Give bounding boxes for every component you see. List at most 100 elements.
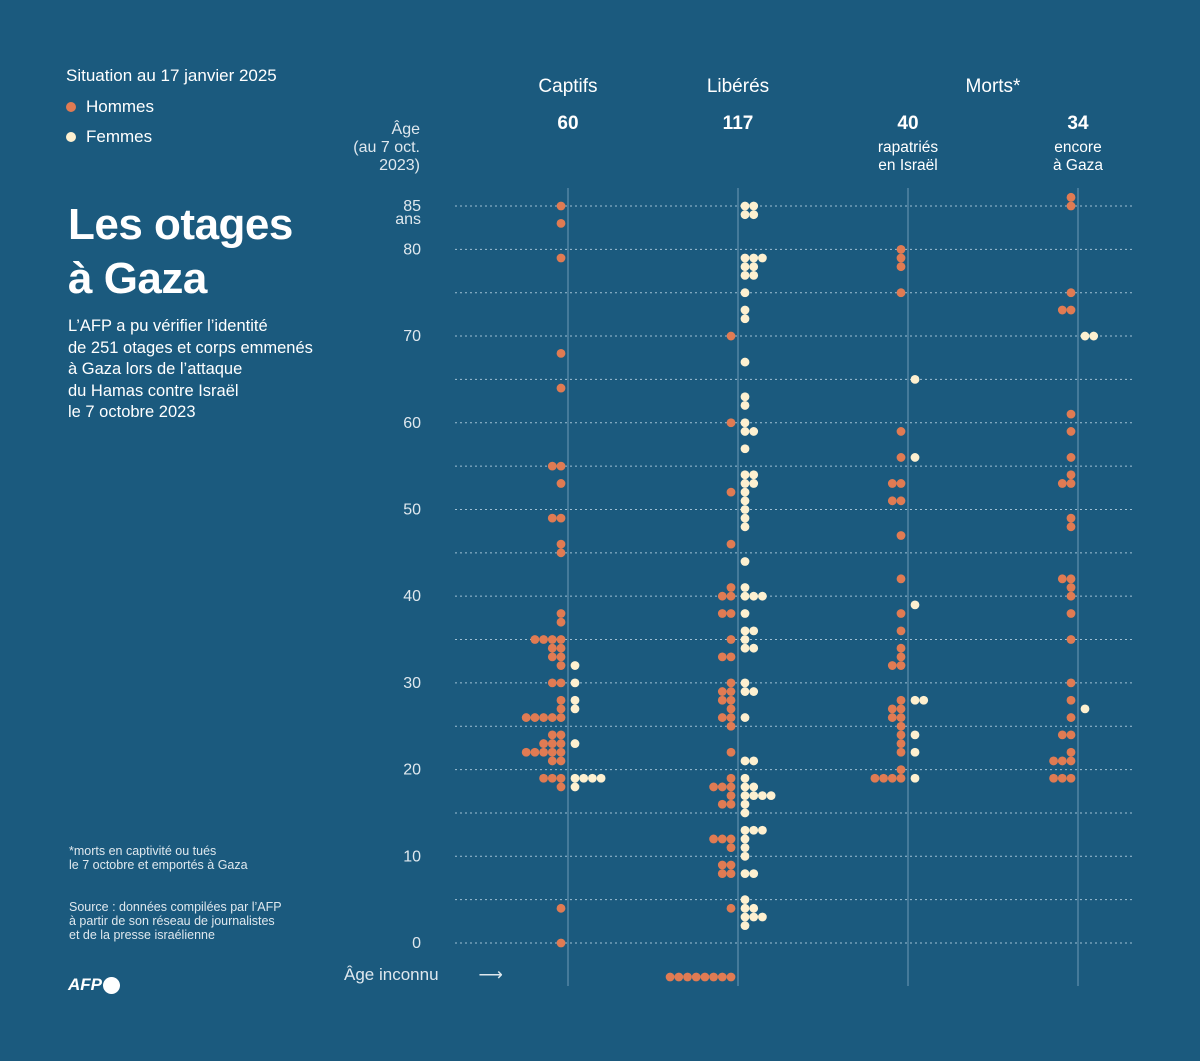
women-dot-icon (66, 132, 76, 142)
legend-men: Hommes (66, 97, 154, 117)
dot-man (717, 869, 727, 879)
dot-woman (749, 591, 759, 601)
dot-man (556, 539, 566, 549)
logo-text: AFP (68, 975, 102, 994)
footnote-line: le 7 octobre et emportés à Gaza (69, 858, 248, 872)
legend-women: Femmes (66, 127, 152, 147)
logo-circle-icon (103, 976, 120, 994)
dot-man (896, 427, 906, 436)
dot-woman (740, 270, 750, 280)
dot-man (521, 713, 531, 722)
dot-man (556, 903, 566, 913)
dot-man (870, 773, 880, 783)
y-tick-label: 70 (403, 328, 421, 345)
legend-men-label: Hommes (86, 97, 155, 116)
dot-woman (749, 903, 759, 913)
dot-man (717, 713, 727, 722)
unknown-age-text: Âge inconnu (344, 965, 439, 984)
dot-woman (579, 773, 589, 783)
y-axis-title-line: 2023) (379, 157, 420, 174)
dot-man (887, 704, 897, 714)
dot-man (896, 730, 906, 740)
dot-woman (740, 834, 750, 844)
dot-woman (1080, 331, 1090, 341)
dot-man (556, 253, 566, 263)
group-label-morts: Morts* (965, 76, 1021, 97)
dot-woman (749, 479, 759, 488)
intro-line: à Gaza lors de l’attaque (68, 360, 243, 378)
dot-man (1057, 479, 1067, 488)
dot-woman (749, 262, 759, 272)
dot-man (1049, 773, 1058, 783)
dot-man (556, 661, 566, 670)
y-tick-label: 80 (403, 241, 421, 258)
dot-man (717, 782, 727, 792)
dot-man (896, 262, 906, 272)
dot-man (717, 799, 727, 809)
dot-man (717, 860, 727, 870)
dot-man (896, 244, 906, 254)
source-line: à partir de son réseau de journalistes (69, 914, 275, 928)
dot-woman (740, 479, 750, 488)
y-tick-label: 0 (412, 935, 421, 952)
page-title: Les otages à Gaza (68, 198, 293, 306)
dot-man (1066, 678, 1076, 688)
dot-woman (740, 912, 750, 922)
dot-man (556, 756, 566, 766)
dot-woman (740, 470, 750, 480)
dot-man (726, 487, 736, 497)
dot-woman (749, 253, 759, 263)
dot-woman (749, 912, 759, 922)
dot-man (1066, 305, 1076, 315)
dot-man (556, 713, 566, 722)
situation-date: Situation au 17 janvier 2025 (66, 66, 277, 85)
dot-man (896, 695, 906, 705)
dot-man (1066, 513, 1076, 523)
dot-woman (740, 401, 750, 410)
y-axis-title: Âge (au 7 oct. 2023) (353, 121, 420, 175)
dot-man (726, 331, 736, 341)
dot-woman (740, 305, 750, 315)
dot-woman (910, 773, 920, 783)
dot-man (896, 765, 906, 774)
dot-woman (570, 678, 580, 688)
title-line-2: à Gaza (68, 254, 207, 303)
dot-man (1066, 773, 1076, 783)
y-tick-label: 10 (403, 848, 421, 865)
intro-line: de 251 otages et corps emmenés (68, 338, 313, 357)
dot-woman (749, 756, 759, 766)
dot-woman (740, 591, 750, 601)
dot-woman (740, 825, 750, 835)
dot-man-unknown-age (665, 972, 675, 982)
total-captifs: 60 (557, 113, 579, 134)
dot-man (896, 652, 906, 662)
legend-women-label: Femmes (86, 127, 153, 146)
dot-man (1066, 635, 1076, 644)
dot-man (717, 609, 727, 618)
dot-woman (740, 201, 750, 211)
dot-man (726, 678, 736, 688)
dot-woman (919, 695, 929, 705)
dot-woman (910, 730, 920, 740)
dot-man (726, 834, 736, 844)
dot-woman (740, 643, 750, 653)
dot-woman (740, 505, 750, 514)
dot-man (896, 253, 906, 263)
dot-woman (1080, 704, 1090, 714)
dot-man (726, 721, 736, 731)
footnote-line: *morts en captivité ou tués (69, 844, 217, 858)
dot-man (547, 756, 557, 766)
dot-woman (570, 739, 580, 748)
y-tick-label: 85 (403, 198, 421, 215)
dot-man (1049, 756, 1058, 766)
dot-man (887, 661, 897, 670)
dot-man (726, 791, 736, 800)
dot-man (1066, 192, 1076, 202)
dot-man (556, 938, 566, 948)
dot-woman (749, 869, 759, 879)
dot-man (530, 747, 540, 757)
dot-woman (740, 713, 750, 722)
dot-woman (749, 791, 759, 800)
source-note: Source : données compilées par l’AFP à pa… (69, 900, 282, 942)
dot-man (547, 713, 557, 722)
